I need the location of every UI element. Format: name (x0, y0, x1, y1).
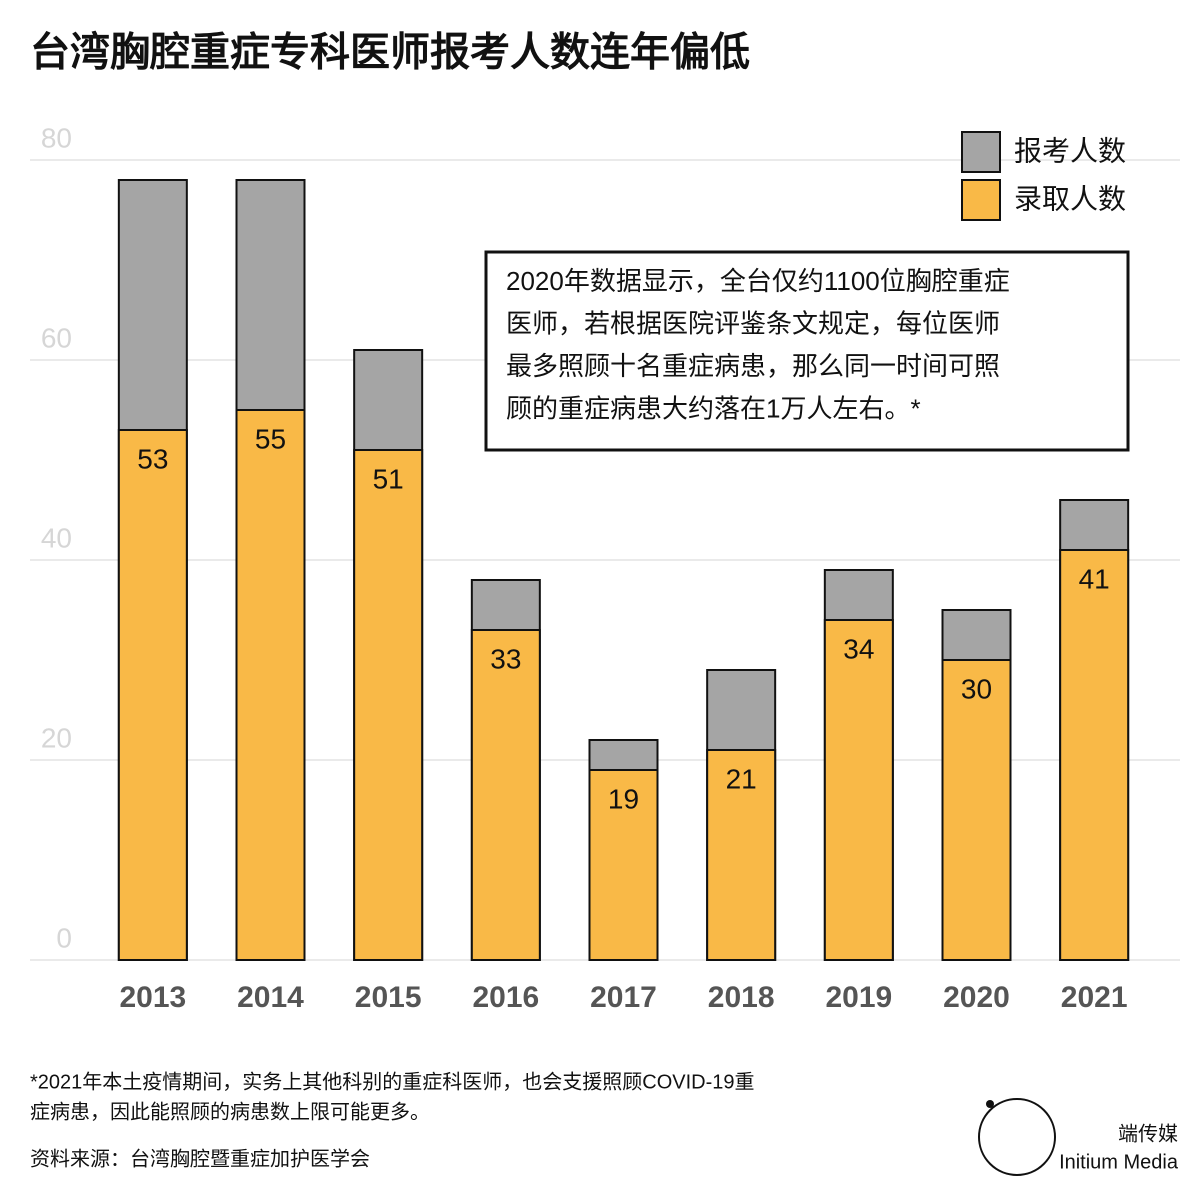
bar (1059, 549, 1130, 961)
bar (823, 619, 894, 961)
footnote: 症病患，因此能照顾的病患数上限可能更多。 (30, 1100, 430, 1123)
data-label: 41 (1079, 563, 1110, 594)
data-label: 30 (961, 673, 992, 704)
logo-dot (986, 1100, 994, 1108)
bar (470, 629, 541, 961)
bar (588, 769, 659, 961)
x-tick-label: 2013 (119, 981, 186, 1014)
annotation-box (484, 250, 1130, 452)
bar (117, 429, 188, 961)
x-tick-label: 2017 (590, 981, 657, 1014)
annotation-text: 医师，若根据医院评鉴条文规定，每位医师 (506, 308, 1000, 338)
bar (353, 449, 424, 961)
y-tick-label: 80 (41, 122, 72, 153)
x-tick-label: 2019 (825, 981, 892, 1014)
y-tick-label: 40 (41, 522, 72, 553)
x-tick-label: 2020 (943, 981, 1010, 1014)
x-tick-label: 2015 (355, 981, 422, 1014)
y-tick-label: 60 (41, 322, 72, 353)
legend-swatch (961, 179, 1001, 221)
y-tick-label: 0 (56, 922, 72, 953)
legend-swatch (961, 131, 1001, 173)
x-tick-label: 2018 (708, 981, 775, 1014)
bar (941, 659, 1012, 961)
data-label: 19 (608, 783, 639, 814)
bar (706, 749, 777, 961)
annotation-text: 2020年数据显示，全台仅约1100位胸腔重症 (506, 266, 1010, 296)
x-tick-label: 2014 (237, 981, 304, 1014)
data-label: 53 (137, 443, 168, 474)
legend-label: 录取人数 (1014, 183, 1126, 214)
data-label: 33 (490, 643, 521, 674)
legend-label: 报考人数 (1014, 135, 1126, 166)
annotation-text: 最多照顾十名重症病患，那么同一时间可照 (506, 351, 1000, 381)
x-tick-label: 2021 (1061, 981, 1128, 1014)
data-label: 55 (255, 423, 286, 454)
brand-cn: 端传媒 (1118, 1122, 1178, 1145)
x-tick-label: 2016 (472, 981, 539, 1014)
data-label: 34 (843, 633, 874, 664)
footnote: *2021年本土疫情期间，实务上其他科别的重症科医师，也会支援照顾COVID-1… (30, 1070, 755, 1093)
y-tick-label: 20 (41, 722, 72, 753)
data-label: 21 (726, 763, 757, 794)
chart-title: 台湾胸腔重症专科医师报考人数连年偏低 (30, 30, 750, 75)
logo (978, 1098, 1056, 1176)
brand-en: Initium Media (1059, 1151, 1179, 1173)
source: 资料来源：台湾胸腔暨重症加护医学会 (30, 1147, 370, 1170)
data-label: 51 (373, 463, 404, 494)
annotation-text: 顾的重症病患大约落在1万人左右。* (506, 393, 921, 423)
bar (235, 409, 306, 961)
